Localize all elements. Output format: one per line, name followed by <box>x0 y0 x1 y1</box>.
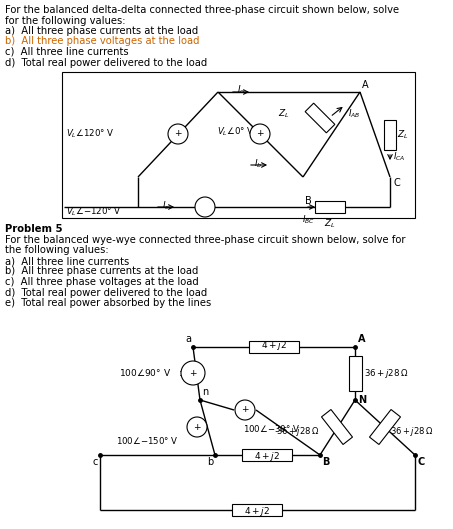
Circle shape <box>187 417 207 437</box>
Text: $Z_L$: $Z_L$ <box>279 108 290 121</box>
Bar <box>62 72 415 218</box>
Text: a)  All three line currents: a) All three line currents <box>5 256 129 266</box>
Text: $4+j2$: $4+j2$ <box>261 339 287 352</box>
Text: b)  All three phase currents at the load: b) All three phase currents at the load <box>5 267 198 277</box>
Text: $100\angle{-150°}$ V: $100\angle{-150°}$ V <box>116 435 179 446</box>
Text: e)  Total real power absorbed by the lines: e) Total real power absorbed by the line… <box>5 298 211 308</box>
Text: b: b <box>207 457 213 467</box>
Text: n: n <box>202 387 208 397</box>
Text: for the following values:: for the following values: <box>5 15 125 25</box>
Text: A: A <box>358 334 366 344</box>
Text: d)  Total real power delivered to the load: d) Total real power delivered to the loa… <box>5 58 207 68</box>
Text: +: + <box>241 406 249 415</box>
Text: b)  All three phase voltages at the load: b) All three phase voltages at the load <box>5 37 199 47</box>
Bar <box>242 449 292 461</box>
Text: d)  Total real power delivered to the load: d) Total real power delivered to the loa… <box>5 287 207 297</box>
Bar <box>315 201 345 213</box>
Text: For the balanced wye-wye connected three-phase circuit shown below, solve for: For the balanced wye-wye connected three… <box>5 235 405 245</box>
Text: c: c <box>92 457 98 467</box>
Circle shape <box>168 124 188 144</box>
Circle shape <box>195 197 215 217</box>
Text: $I_{CA}$: $I_{CA}$ <box>393 151 405 163</box>
Text: Problem 5: Problem 5 <box>5 224 63 234</box>
Text: A: A <box>362 80 369 90</box>
Text: N: N <box>358 395 366 405</box>
Text: $100\angle{-30°}$ V: $100\angle{-30°}$ V <box>243 423 300 434</box>
Bar <box>232 504 282 516</box>
Text: a: a <box>185 334 191 344</box>
Text: $36 + j28\,\Omega$: $36 + j28\,\Omega$ <box>364 367 409 379</box>
Text: $I_{BC}$: $I_{BC}$ <box>302 214 314 226</box>
Text: $36 + j28\,\Omega$: $36 + j28\,\Omega$ <box>276 425 319 439</box>
Text: $4 + j2$: $4 + j2$ <box>254 450 280 463</box>
Text: $V_L\angle120°$ V: $V_L\angle120°$ V <box>66 127 115 140</box>
Text: $I_b$: $I_b$ <box>254 158 262 170</box>
Text: the following values:: the following values: <box>5 245 109 255</box>
Bar <box>384 120 396 150</box>
Text: C: C <box>393 178 400 188</box>
Text: c)  All three line currents: c) All three line currents <box>5 47 129 57</box>
Text: For the balanced delta-delta connected three-phase circuit shown below, solve: For the balanced delta-delta connected t… <box>5 5 399 15</box>
Text: a)  All three phase currents at the load: a) All three phase currents at the load <box>5 26 198 36</box>
Text: +: + <box>256 130 264 139</box>
Text: B: B <box>322 457 329 467</box>
Text: $I_c$: $I_c$ <box>162 200 170 213</box>
Text: c)  All three phase voltages at the load: c) All three phase voltages at the load <box>5 277 199 287</box>
Text: $V_L\angle{-120°}$ V: $V_L\angle{-120°}$ V <box>66 206 122 218</box>
Circle shape <box>181 361 205 385</box>
Text: $V_L\angle0°$ V: $V_L\angle0°$ V <box>217 126 255 139</box>
Bar <box>348 355 361 390</box>
Text: $I_{AB}$: $I_{AB}$ <box>348 107 361 120</box>
Text: $\pm$: $\pm$ <box>178 368 188 379</box>
Text: $36 + j28\,\Omega$: $36 + j28\,\Omega$ <box>390 425 434 439</box>
Text: +: + <box>174 130 182 139</box>
Text: +: + <box>189 369 197 378</box>
Text: +: + <box>193 423 201 432</box>
Circle shape <box>235 400 255 420</box>
Text: $4 + j2$: $4 + j2$ <box>244 505 270 518</box>
Text: $100\angle90°$ V: $100\angle90°$ V <box>119 368 171 379</box>
Polygon shape <box>370 409 400 444</box>
Text: B: B <box>304 196 311 206</box>
Polygon shape <box>322 409 352 444</box>
Text: $Z_L$: $Z_L$ <box>397 129 409 141</box>
Text: +: + <box>207 202 215 212</box>
Text: $Z_L$: $Z_L$ <box>324 218 336 231</box>
Text: -: - <box>197 202 201 212</box>
Text: C: C <box>417 457 424 467</box>
Circle shape <box>250 124 270 144</box>
Polygon shape <box>305 103 335 133</box>
Text: $I_o$: $I_o$ <box>237 83 245 96</box>
Bar <box>249 341 299 353</box>
